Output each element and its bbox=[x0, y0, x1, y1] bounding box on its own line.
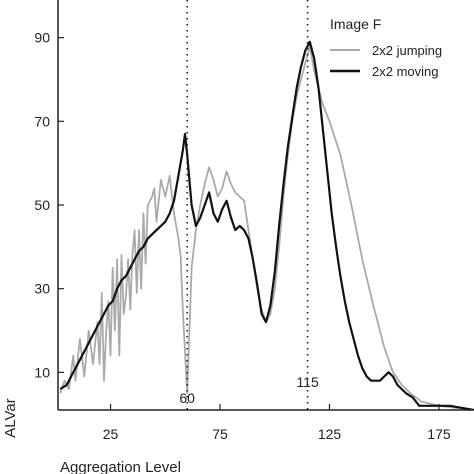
series-line-2x2-moving bbox=[59, 40, 474, 410]
series-layer bbox=[59, 40, 474, 410]
y-tick-label: 50 bbox=[34, 197, 50, 213]
y-tick-label: 10 bbox=[34, 364, 50, 380]
x-tick-label: 75 bbox=[212, 426, 228, 442]
legend-title: Image F bbox=[330, 16, 381, 32]
legend-entry: 2x2 moving bbox=[372, 64, 438, 79]
y-tick-label: 30 bbox=[34, 281, 50, 297]
y-tick-label: 90 bbox=[34, 30, 50, 46]
legend-entry: 2x2 jumping bbox=[372, 43, 442, 58]
x-tick-label: 25 bbox=[103, 426, 119, 442]
y-axis-title: ALVar bbox=[2, 398, 19, 437]
x-tick-label: 175 bbox=[427, 426, 451, 442]
x-axis-title: Aggregation Level bbox=[60, 459, 181, 474]
y-tick-label: 70 bbox=[34, 113, 50, 129]
annotation-label-115: 115 bbox=[296, 374, 319, 390]
series-line-2x2-jumping bbox=[59, 45, 474, 410]
legend: Image F 2x2 jumping 2x2 moving bbox=[330, 16, 442, 79]
annotation-label-60: 60 bbox=[179, 390, 195, 406]
x-tick-label: 125 bbox=[318, 426, 342, 442]
annotation-layer: 60 115 bbox=[179, 0, 319, 410]
